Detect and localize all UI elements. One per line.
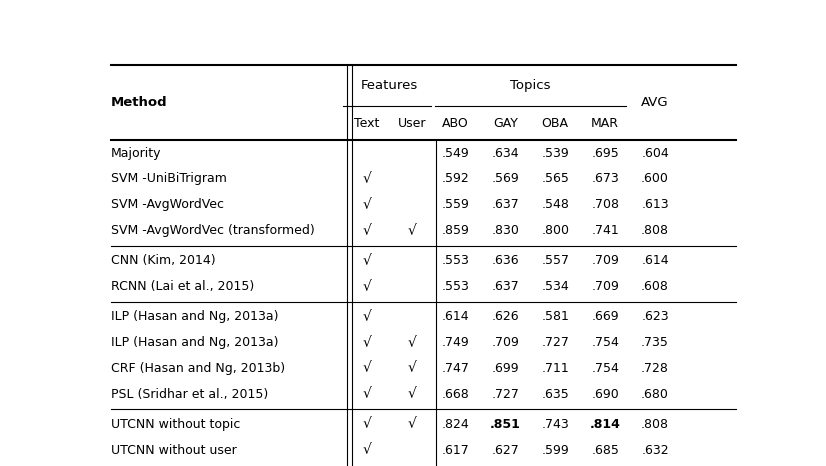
- Text: √: √: [407, 418, 416, 432]
- Text: √: √: [363, 224, 372, 238]
- Text: .637: .637: [491, 280, 519, 293]
- Text: UTCNN without user: UTCNN without user: [111, 444, 237, 457]
- Text: .557: .557: [541, 254, 569, 267]
- Text: .851: .851: [490, 418, 520, 431]
- Text: .534: .534: [541, 280, 569, 293]
- Text: .614: .614: [442, 310, 469, 323]
- Text: .604: .604: [641, 147, 669, 160]
- Text: .581: .581: [541, 310, 569, 323]
- Text: .800: .800: [541, 224, 569, 237]
- Text: CNN (Kim, 2014): CNN (Kim, 2014): [111, 254, 216, 267]
- Text: SVM -AvgWordVec: SVM -AvgWordVec: [111, 199, 224, 211]
- Text: .626: .626: [491, 310, 519, 323]
- Text: Method: Method: [111, 96, 168, 109]
- Text: .636: .636: [491, 254, 519, 267]
- Text: SVM -AvgWordVec (transformed): SVM -AvgWordVec (transformed): [111, 224, 315, 237]
- Text: .690: .690: [591, 388, 619, 401]
- Text: .637: .637: [491, 199, 519, 211]
- Text: .680: .680: [641, 388, 669, 401]
- Text: .613: .613: [641, 199, 669, 211]
- Text: .608: .608: [641, 280, 669, 293]
- Text: .709: .709: [591, 254, 619, 267]
- Text: √: √: [363, 254, 372, 268]
- Text: .735: .735: [641, 336, 669, 349]
- Text: .635: .635: [541, 388, 569, 401]
- Text: .754: .754: [591, 362, 619, 375]
- Text: .754: .754: [591, 336, 619, 349]
- Text: .709: .709: [491, 336, 520, 349]
- Text: .549: .549: [441, 147, 469, 160]
- Text: √: √: [407, 336, 416, 350]
- Text: .673: .673: [591, 172, 619, 185]
- Text: √: √: [407, 362, 416, 376]
- Text: UTCNN without topic: UTCNN without topic: [111, 418, 240, 431]
- Text: .741: .741: [591, 224, 619, 237]
- Text: √: √: [363, 172, 372, 186]
- Text: √: √: [363, 418, 372, 432]
- Text: .727: .727: [541, 336, 569, 349]
- Text: .747: .747: [441, 362, 469, 375]
- Text: .808: .808: [641, 224, 669, 237]
- Text: .859: .859: [441, 224, 469, 237]
- Text: AVG: AVG: [641, 96, 669, 109]
- Text: MAR: MAR: [591, 116, 620, 130]
- Text: .599: .599: [541, 444, 569, 457]
- Text: .695: .695: [591, 147, 619, 160]
- Text: .553: .553: [441, 254, 469, 267]
- Text: OBA: OBA: [542, 116, 568, 130]
- Text: .830: .830: [491, 224, 520, 237]
- Text: √: √: [363, 198, 372, 212]
- Text: CRF (Hasan and Ng, 2013b): CRF (Hasan and Ng, 2013b): [111, 362, 285, 375]
- Text: .808: .808: [641, 418, 669, 431]
- Text: ILP (Hasan and Ng, 2013a): ILP (Hasan and Ng, 2013a): [111, 310, 278, 323]
- Text: .592: .592: [441, 172, 469, 185]
- Text: .539: .539: [541, 147, 569, 160]
- Text: √: √: [363, 387, 372, 401]
- Text: Topics: Topics: [510, 79, 550, 92]
- Text: .614: .614: [641, 254, 669, 267]
- Text: .743: .743: [541, 418, 569, 431]
- Text: .824: .824: [441, 418, 469, 431]
- Text: .600: .600: [641, 172, 669, 185]
- Text: ILP (Hasan and Ng, 2013a): ILP (Hasan and Ng, 2013a): [111, 336, 278, 349]
- Text: √: √: [363, 336, 372, 350]
- Text: GAY: GAY: [493, 116, 518, 130]
- Text: √: √: [407, 387, 416, 401]
- Text: √: √: [363, 362, 372, 376]
- Text: .814: .814: [590, 418, 620, 431]
- Text: √: √: [363, 310, 372, 324]
- Text: Majority: Majority: [111, 147, 161, 160]
- Text: .553: .553: [441, 280, 469, 293]
- Text: PSL (Sridhar et al., 2015): PSL (Sridhar et al., 2015): [111, 388, 268, 401]
- Text: .711: .711: [541, 362, 569, 375]
- Text: √: √: [407, 224, 416, 238]
- Text: Text: Text: [354, 116, 380, 130]
- Text: √: √: [363, 280, 372, 294]
- Text: .548: .548: [541, 199, 569, 211]
- Text: SVM -UniBiTrigram: SVM -UniBiTrigram: [111, 172, 227, 185]
- Text: .565: .565: [541, 172, 569, 185]
- Text: .699: .699: [491, 362, 519, 375]
- Text: .727: .727: [491, 388, 520, 401]
- Text: .728: .728: [641, 362, 669, 375]
- Text: .627: .627: [491, 444, 519, 457]
- Text: .669: .669: [591, 310, 619, 323]
- Text: ABO: ABO: [442, 116, 468, 130]
- Text: .634: .634: [491, 147, 519, 160]
- Text: RCNN (Lai et al., 2015): RCNN (Lai et al., 2015): [111, 280, 254, 293]
- Text: .623: .623: [641, 310, 669, 323]
- Text: .569: .569: [491, 172, 519, 185]
- Text: .617: .617: [441, 444, 469, 457]
- Text: √: √: [363, 443, 372, 457]
- Text: Features: Features: [361, 79, 418, 92]
- Text: .708: .708: [591, 199, 620, 211]
- Text: .632: .632: [641, 444, 669, 457]
- Text: .685: .685: [591, 444, 619, 457]
- Text: .559: .559: [441, 199, 469, 211]
- Text: .668: .668: [441, 388, 469, 401]
- Text: User: User: [397, 116, 426, 130]
- Text: .709: .709: [591, 280, 619, 293]
- Text: .749: .749: [441, 336, 469, 349]
